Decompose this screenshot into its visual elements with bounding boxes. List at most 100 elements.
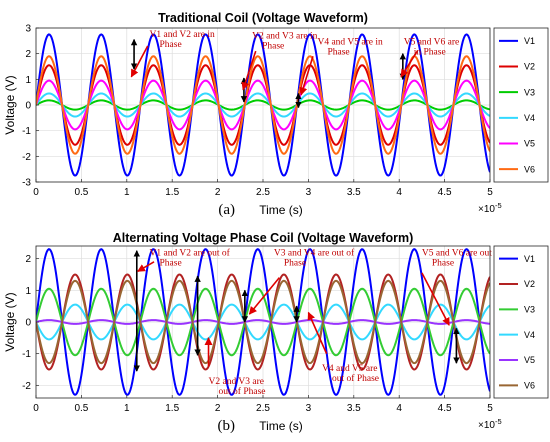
y-axis-label: Voltage (V) <box>3 75 17 134</box>
annotation-line: V2 and V3 are in <box>252 31 318 41</box>
annotation-line: V5 and V6 are <box>404 38 460 48</box>
x-tick-label: 1.5 <box>165 187 179 198</box>
y-tick-label: 1 <box>25 75 31 86</box>
annotation-text: V2 and V3 are in Phase <box>252 31 318 51</box>
x-tick-label: 4.5 <box>438 187 452 198</box>
legend-label-V2: V2 <box>524 279 535 289</box>
figure-caption: (b) <box>218 418 236 434</box>
legend-box <box>493 27 549 183</box>
annotation-arrow <box>130 45 149 78</box>
series-line-V1 <box>36 33 490 177</box>
annotation-line: out of Phase <box>219 386 266 397</box>
y-tick-label: 2 <box>25 254 31 265</box>
x-tick-label: 5 <box>487 187 493 198</box>
x-tick-label: 4 <box>396 187 402 198</box>
x-tick-label: 5 <box>487 403 493 414</box>
annotation-line: Phase <box>327 48 349 58</box>
chart-title: Alternating Voltage Phase Coil (Voltage … <box>113 231 414 245</box>
annotation-line: Phase <box>262 41 284 51</box>
x-multiplier-exp: -5 <box>495 201 502 210</box>
x-tick-label: 2 <box>215 403 221 414</box>
legend-label-V4: V4 <box>524 113 535 123</box>
annotation-text: V5 and V6 are in Phase <box>404 38 460 58</box>
series-line-V1 <box>36 248 490 396</box>
x-tick-label: 3 <box>306 187 312 198</box>
annotation-line: Phase <box>284 259 306 269</box>
legend-box <box>493 245 549 399</box>
legend-label-V2: V2 <box>524 62 535 72</box>
x-tick-label: 3.5 <box>347 403 361 414</box>
y-tick-label: 0 <box>25 101 31 112</box>
x-tick-label: 4.5 <box>438 403 452 414</box>
y-tick-label: 1 <box>25 286 31 297</box>
annotation-line: V3 and V4 are out of <box>274 248 355 259</box>
annotation-arrow <box>421 272 450 326</box>
annotation-text: V1 and V2 are in Phase <box>150 30 216 50</box>
annotation-text: V3 and V4 are out of Phase <box>274 248 355 269</box>
legend-label-V1: V1 <box>524 254 535 264</box>
x-multiplier-base: ×10 <box>478 204 495 215</box>
x-tick-label: 3 <box>306 403 312 414</box>
series-line-V3 <box>36 99 490 111</box>
y-axis-label: Voltage (V) <box>3 292 17 351</box>
y-tick-label: 0 <box>25 318 31 329</box>
x-tick-label: 2.5 <box>256 403 270 414</box>
x-tick-label: 2 <box>215 187 221 198</box>
annotation-arrow <box>248 277 280 315</box>
annotation-text: V4 and V5 are in Phase <box>317 38 383 58</box>
annotation-arrow <box>299 55 314 96</box>
series-line-V5 <box>36 319 490 325</box>
figure-caption: (a) <box>218 202 235 218</box>
legend-label-V6: V6 <box>524 381 535 391</box>
x-tick-label: 1 <box>124 403 130 414</box>
chart-title: Traditional Coil (Voltage Waveform) <box>158 11 368 25</box>
annotation-line: Phase <box>160 40 182 50</box>
x-multiplier-base: ×10 <box>478 420 495 431</box>
y-tick-label: 3 <box>25 24 31 35</box>
legend-label-V4: V4 <box>524 330 535 340</box>
y-tick-label: -2 <box>22 381 31 392</box>
legend-label-V3: V3 <box>524 305 535 315</box>
series-line-V4 <box>36 303 490 341</box>
chart-panel-1: Traditional Coil (Voltage Waveform) V1 an… <box>3 11 549 218</box>
x-tick-label: 0 <box>33 187 39 198</box>
annotation-line: Phase <box>160 259 182 269</box>
annotation-line: V4 and V5 are <box>322 364 378 374</box>
legend-label-V5: V5 <box>524 139 535 149</box>
annotation-line: out of Phase <box>332 373 379 384</box>
annotation-line: V2 and V3 are <box>209 377 265 387</box>
legend-label-V5: V5 <box>524 355 535 365</box>
series-line-V3 <box>36 287 490 357</box>
annotation-arrow <box>400 50 419 78</box>
annotation-line: V5 and V6 are out of <box>422 248 503 259</box>
x-axis-label: Time (s) <box>259 419 303 433</box>
series-line-V6 <box>36 279 490 365</box>
y-tick-label: -1 <box>22 349 31 360</box>
annotation-text: V1 and V2 are out of Phase <box>150 248 231 269</box>
series-group <box>36 248 490 396</box>
annotation-arrow <box>241 50 257 91</box>
legend-label-V1: V1 <box>524 36 535 46</box>
annotation-line: V4 and V5 are in <box>317 38 383 48</box>
x-multiplier-exp: -5 <box>495 417 502 426</box>
legend-label-V6: V6 <box>524 164 535 174</box>
chart-panel-2: Alternating Voltage Phase Coil (Voltage … <box>3 231 549 434</box>
x-multiplier: ×10-5 <box>478 201 502 215</box>
legend-label-V3: V3 <box>524 87 535 97</box>
annotation-arrow <box>307 311 328 354</box>
y-tick-label: -3 <box>22 178 31 189</box>
annotation-line: in Phase <box>414 48 446 58</box>
annotation-text: V4 and V5 are out of Phase <box>322 364 379 384</box>
x-tick-label: 0.5 <box>74 187 88 198</box>
x-multiplier: ×10-5 <box>478 417 502 431</box>
y-tick-label: 2 <box>25 49 31 60</box>
series-line-V4 <box>36 92 490 118</box>
series-line-V5 <box>36 79 490 131</box>
x-axis-label: Time (s) <box>259 203 303 217</box>
y-tick-label: -2 <box>22 152 31 163</box>
x-tick-label: 3.5 <box>347 187 361 198</box>
annotation-text: V5 and V6 are out of Phase <box>422 248 503 269</box>
x-tick-label: 0.5 <box>74 403 88 414</box>
x-tick-label: 0 <box>33 403 39 414</box>
